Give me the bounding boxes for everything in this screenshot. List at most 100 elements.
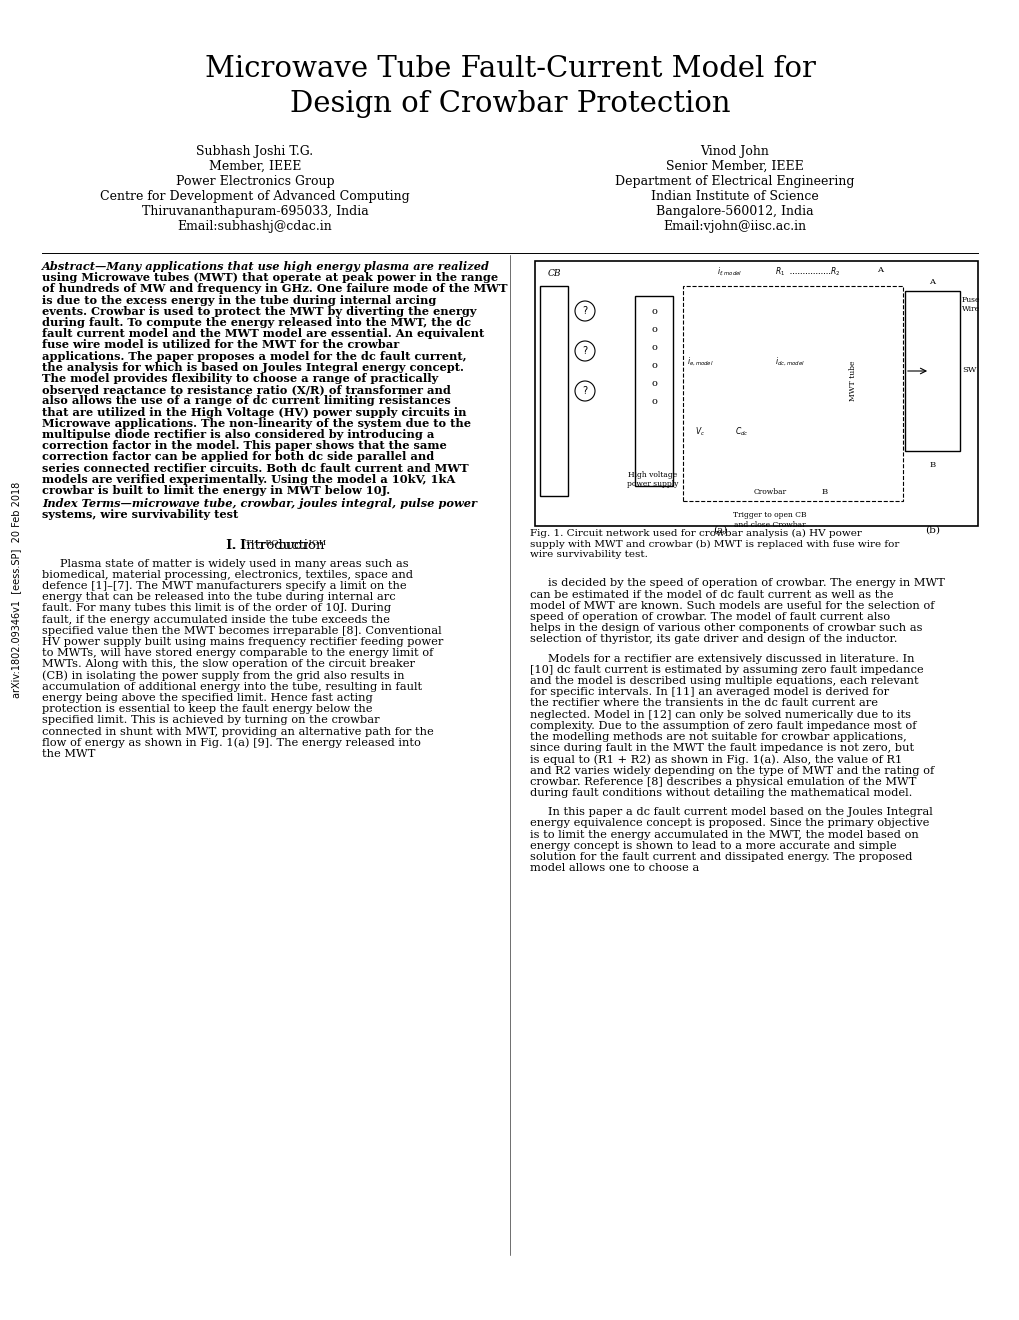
Text: fuse wire model is utilized for the MWT for the crowbar: fuse wire model is utilized for the MWT … — [42, 339, 398, 350]
Text: [10] dc fault current is estimated by assuming zero fault impedance: [10] dc fault current is estimated by as… — [530, 665, 923, 675]
Text: HV power supply built using mains frequency rectifier feeding power: HV power supply built using mains freque… — [42, 638, 443, 647]
Text: B: B — [821, 488, 827, 496]
Bar — [683, 286, 902, 502]
Text: Thiruvananthapuram-695033, India: Thiruvananthapuram-695033, India — [142, 205, 368, 218]
Text: and R2 varies widely depending on the type of MWT and the rating of: and R2 varies widely depending on the ty… — [530, 766, 933, 776]
Text: energy equivalence concept is proposed. Since the primary objective: energy equivalence concept is proposed. … — [530, 818, 928, 829]
Text: accumulation of additional energy into the tube, resulting in fault: accumulation of additional energy into t… — [42, 682, 422, 692]
Text: o: o — [650, 342, 656, 351]
Text: crowbar. Reference [8] describes a physical emulation of the MWT: crowbar. Reference [8] describes a physi… — [530, 777, 915, 787]
Text: o: o — [650, 325, 656, 334]
Text: correction factor can be applied for both dc side parallel and: correction factor can be applied for bot… — [42, 451, 434, 462]
Text: Vinod John: Vinod John — [699, 145, 768, 158]
Text: Microwave Tube Fault-Current Model for: Microwave Tube Fault-Current Model for — [205, 55, 814, 83]
Text: specified value then the MWT becomes irreparable [8]. Conventional: specified value then the MWT becomes irr… — [42, 626, 441, 636]
Text: Department of Electrical Engineering: Department of Electrical Engineering — [614, 176, 853, 187]
Text: Email:subhashj@cdac.in: Email:subhashj@cdac.in — [177, 220, 332, 234]
Text: specified limit. This is achieved by turning on the crowbar: specified limit. This is achieved by tur… — [42, 715, 379, 726]
Text: Member, IEEE: Member, IEEE — [209, 160, 301, 173]
Text: selection of thyristor, its gate driver and design of the inductor.: selection of thyristor, its gate driver … — [530, 635, 897, 644]
Text: speed of operation of crowbar. The model of fault current also: speed of operation of crowbar. The model… — [530, 612, 890, 622]
Text: using Microwave tubes (MWT) that operate at peak power in the range: using Microwave tubes (MWT) that operate… — [42, 272, 497, 284]
Text: crowbar is built to limit the energy in MWT below 10J.: crowbar is built to limit the energy in … — [42, 484, 389, 496]
Text: $i_{f,model}$: $i_{f,model}$ — [716, 267, 742, 279]
Text: correction factor in the model. This paper shows that the same: correction factor in the model. This pap… — [42, 440, 446, 451]
Text: In this paper a dc fault current model based on the Joules Integral: In this paper a dc fault current model b… — [547, 808, 931, 817]
Text: of hundreds of MW and frequency in GHz. One failure mode of the MWT: of hundreds of MW and frequency in GHz. … — [42, 284, 507, 294]
Text: neglected. Model in [12] can only be solved numerically due to its: neglected. Model in [12] can only be sol… — [530, 710, 910, 719]
Text: for specific intervals. In [11] an averaged model is derived for: for specific intervals. In [11] an avera… — [530, 688, 889, 697]
Text: also allows the use of a range of dc current limiting resistances: also allows the use of a range of dc cur… — [42, 396, 450, 407]
Text: A: A — [928, 279, 934, 286]
Text: models are verified experimentally. Using the model a 10kV, 1kA: models are verified experimentally. Usin… — [42, 474, 454, 484]
Text: the analysis for which is based on Joules Integral energy concept.: the analysis for which is based on Joule… — [42, 362, 464, 372]
Text: (a): (a) — [712, 525, 727, 535]
Text: model of MWT are known. Such models are useful for the selection of: model of MWT are known. Such models are … — [530, 601, 933, 611]
Text: fault. For many tubes this limit is of the order of 10J. During: fault. For many tubes this limit is of t… — [42, 603, 390, 614]
Text: Subhash Joshi T.G.: Subhash Joshi T.G. — [197, 145, 313, 158]
Text: biomedical, material processing, electronics, textiles, space and: biomedical, material processing, electro… — [42, 570, 413, 579]
Text: Centre for Development of Advanced Computing: Centre for Development of Advanced Compu… — [100, 190, 410, 203]
Text: $V_c$: $V_c$ — [694, 426, 704, 438]
Text: ?: ? — [582, 306, 587, 315]
Text: $R_1$: $R_1$ — [774, 267, 785, 279]
Text: $C_{dc}$: $C_{dc}$ — [735, 426, 748, 438]
Text: Indian Institute of Science: Indian Institute of Science — [650, 190, 817, 203]
Text: during fault conditions without detailing the mathematical model.: during fault conditions without detailin… — [530, 788, 911, 799]
Text: that are utilized in the High Voltage (HV) power supply circuits in: that are utilized in the High Voltage (H… — [42, 407, 466, 417]
Text: o: o — [650, 396, 656, 405]
Text: supply with MWT and crowbar (b) MWT is replaced with fuse wire for: supply with MWT and crowbar (b) MWT is r… — [530, 540, 899, 549]
Text: SW: SW — [961, 366, 975, 374]
Text: and the model is described using multiple equations, each relevant: and the model is described using multipl… — [530, 676, 918, 686]
Text: events. Crowbar is used to protect the MWT by diverting the energy: events. Crowbar is used to protect the M… — [42, 306, 476, 317]
Text: solution for the fault current and dissipated energy. The proposed: solution for the fault current and dissi… — [530, 853, 911, 862]
Text: the modelling methods are not suitable for crowbar applications,: the modelling methods are not suitable f… — [530, 733, 906, 742]
Text: series connected rectifier circuits. Both dc fault current and MWT: series connected rectifier circuits. Bot… — [42, 462, 468, 474]
Text: I. Introduction: I. Introduction — [227, 539, 324, 552]
Text: $R_2$: $R_2$ — [829, 267, 840, 279]
Text: to MWTs, will have stored energy comparable to the energy limit of: to MWTs, will have stored energy compara… — [42, 648, 433, 659]
Bar — [535, 261, 977, 525]
Text: A: A — [876, 267, 882, 275]
Bar — [904, 290, 959, 451]
Text: B: B — [928, 461, 934, 469]
Text: arXiv:1802.09346v1  [eess.SP]  20 Feb 2018: arXiv:1802.09346v1 [eess.SP] 20 Feb 2018 — [11, 482, 21, 698]
Text: Senior Member, IEEE: Senior Member, IEEE — [664, 160, 803, 173]
Text: energy being above the specified limit. Hence fast acting: energy being above the specified limit. … — [42, 693, 372, 704]
Text: o: o — [650, 306, 656, 315]
Text: Design of Crowbar Protection: Design of Crowbar Protection — [289, 90, 730, 117]
Text: Trigger to open CB: Trigger to open CB — [733, 511, 806, 519]
Text: MWTs. Along with this, the slow operation of the circuit breaker: MWTs. Along with this, the slow operatio… — [42, 660, 415, 669]
Text: The model provides flexibility to choose a range of practically: The model provides flexibility to choose… — [42, 374, 438, 384]
Text: Fuse
Wire: Fuse Wire — [961, 296, 979, 313]
Text: connected in shunt with MWT, providing an alternative path for the: connected in shunt with MWT, providing a… — [42, 726, 433, 737]
Text: is to limit the energy accumulated in the MWT, the model based on: is to limit the energy accumulated in th… — [530, 830, 918, 840]
Text: and close Crowbar: and close Crowbar — [734, 521, 805, 529]
Text: Bangalore-560012, India: Bangalore-560012, India — [655, 205, 812, 218]
Bar — [539, 286, 568, 496]
Text: Microwave applications. The non-linearity of the system due to the: Microwave applications. The non-linearit… — [42, 418, 471, 429]
Text: fault, if the energy accumulated inside the tube exceeds the: fault, if the energy accumulated inside … — [42, 615, 389, 624]
Text: Email:vjohn@iisc.ac.in: Email:vjohn@iisc.ac.in — [662, 220, 805, 234]
Text: (b): (b) — [924, 525, 940, 535]
Text: flow of energy as shown in Fig. 1(a) [9]. The energy released into: flow of energy as shown in Fig. 1(a) [9]… — [42, 738, 421, 748]
Bar — [635, 296, 673, 486]
Text: ?: ? — [582, 346, 587, 356]
Text: applications. The paper proposes a model for the dc fault current,: applications. The paper proposes a model… — [42, 351, 466, 362]
Text: o: o — [650, 360, 656, 370]
Text: High voltage
power supply: High voltage power supply — [627, 471, 678, 488]
Text: during fault. To compute the energy released into the MWT, the dc: during fault. To compute the energy rele… — [42, 317, 471, 327]
Text: (CB) in isolating the power supply from the grid also results in: (CB) in isolating the power supply from … — [42, 671, 405, 681]
Text: Plasma state of matter is widely used in many areas such as: Plasma state of matter is widely used in… — [60, 558, 409, 569]
Text: o: o — [650, 379, 656, 388]
Text: systems, wire survivability test: systems, wire survivability test — [42, 510, 238, 520]
Text: Crowbar: Crowbar — [753, 488, 786, 496]
Text: Power Electronics Group: Power Electronics Group — [175, 176, 334, 187]
Text: the rectifier where the transients in the dc fault current are: the rectifier where the transients in th… — [530, 698, 877, 709]
Text: since during fault in the MWT the fault impedance is not zero, but: since during fault in the MWT the fault … — [530, 743, 913, 754]
Text: the MWT: the MWT — [42, 748, 96, 759]
Text: MWT tube: MWT tube — [848, 360, 856, 401]
Text: energy concept is shown to lead to a more accurate and simple: energy concept is shown to lead to a mor… — [530, 841, 896, 851]
Text: is due to the excess energy in the tube during internal arcing: is due to the excess energy in the tube … — [42, 294, 436, 306]
Text: model allows one to choose a: model allows one to choose a — [530, 863, 699, 874]
